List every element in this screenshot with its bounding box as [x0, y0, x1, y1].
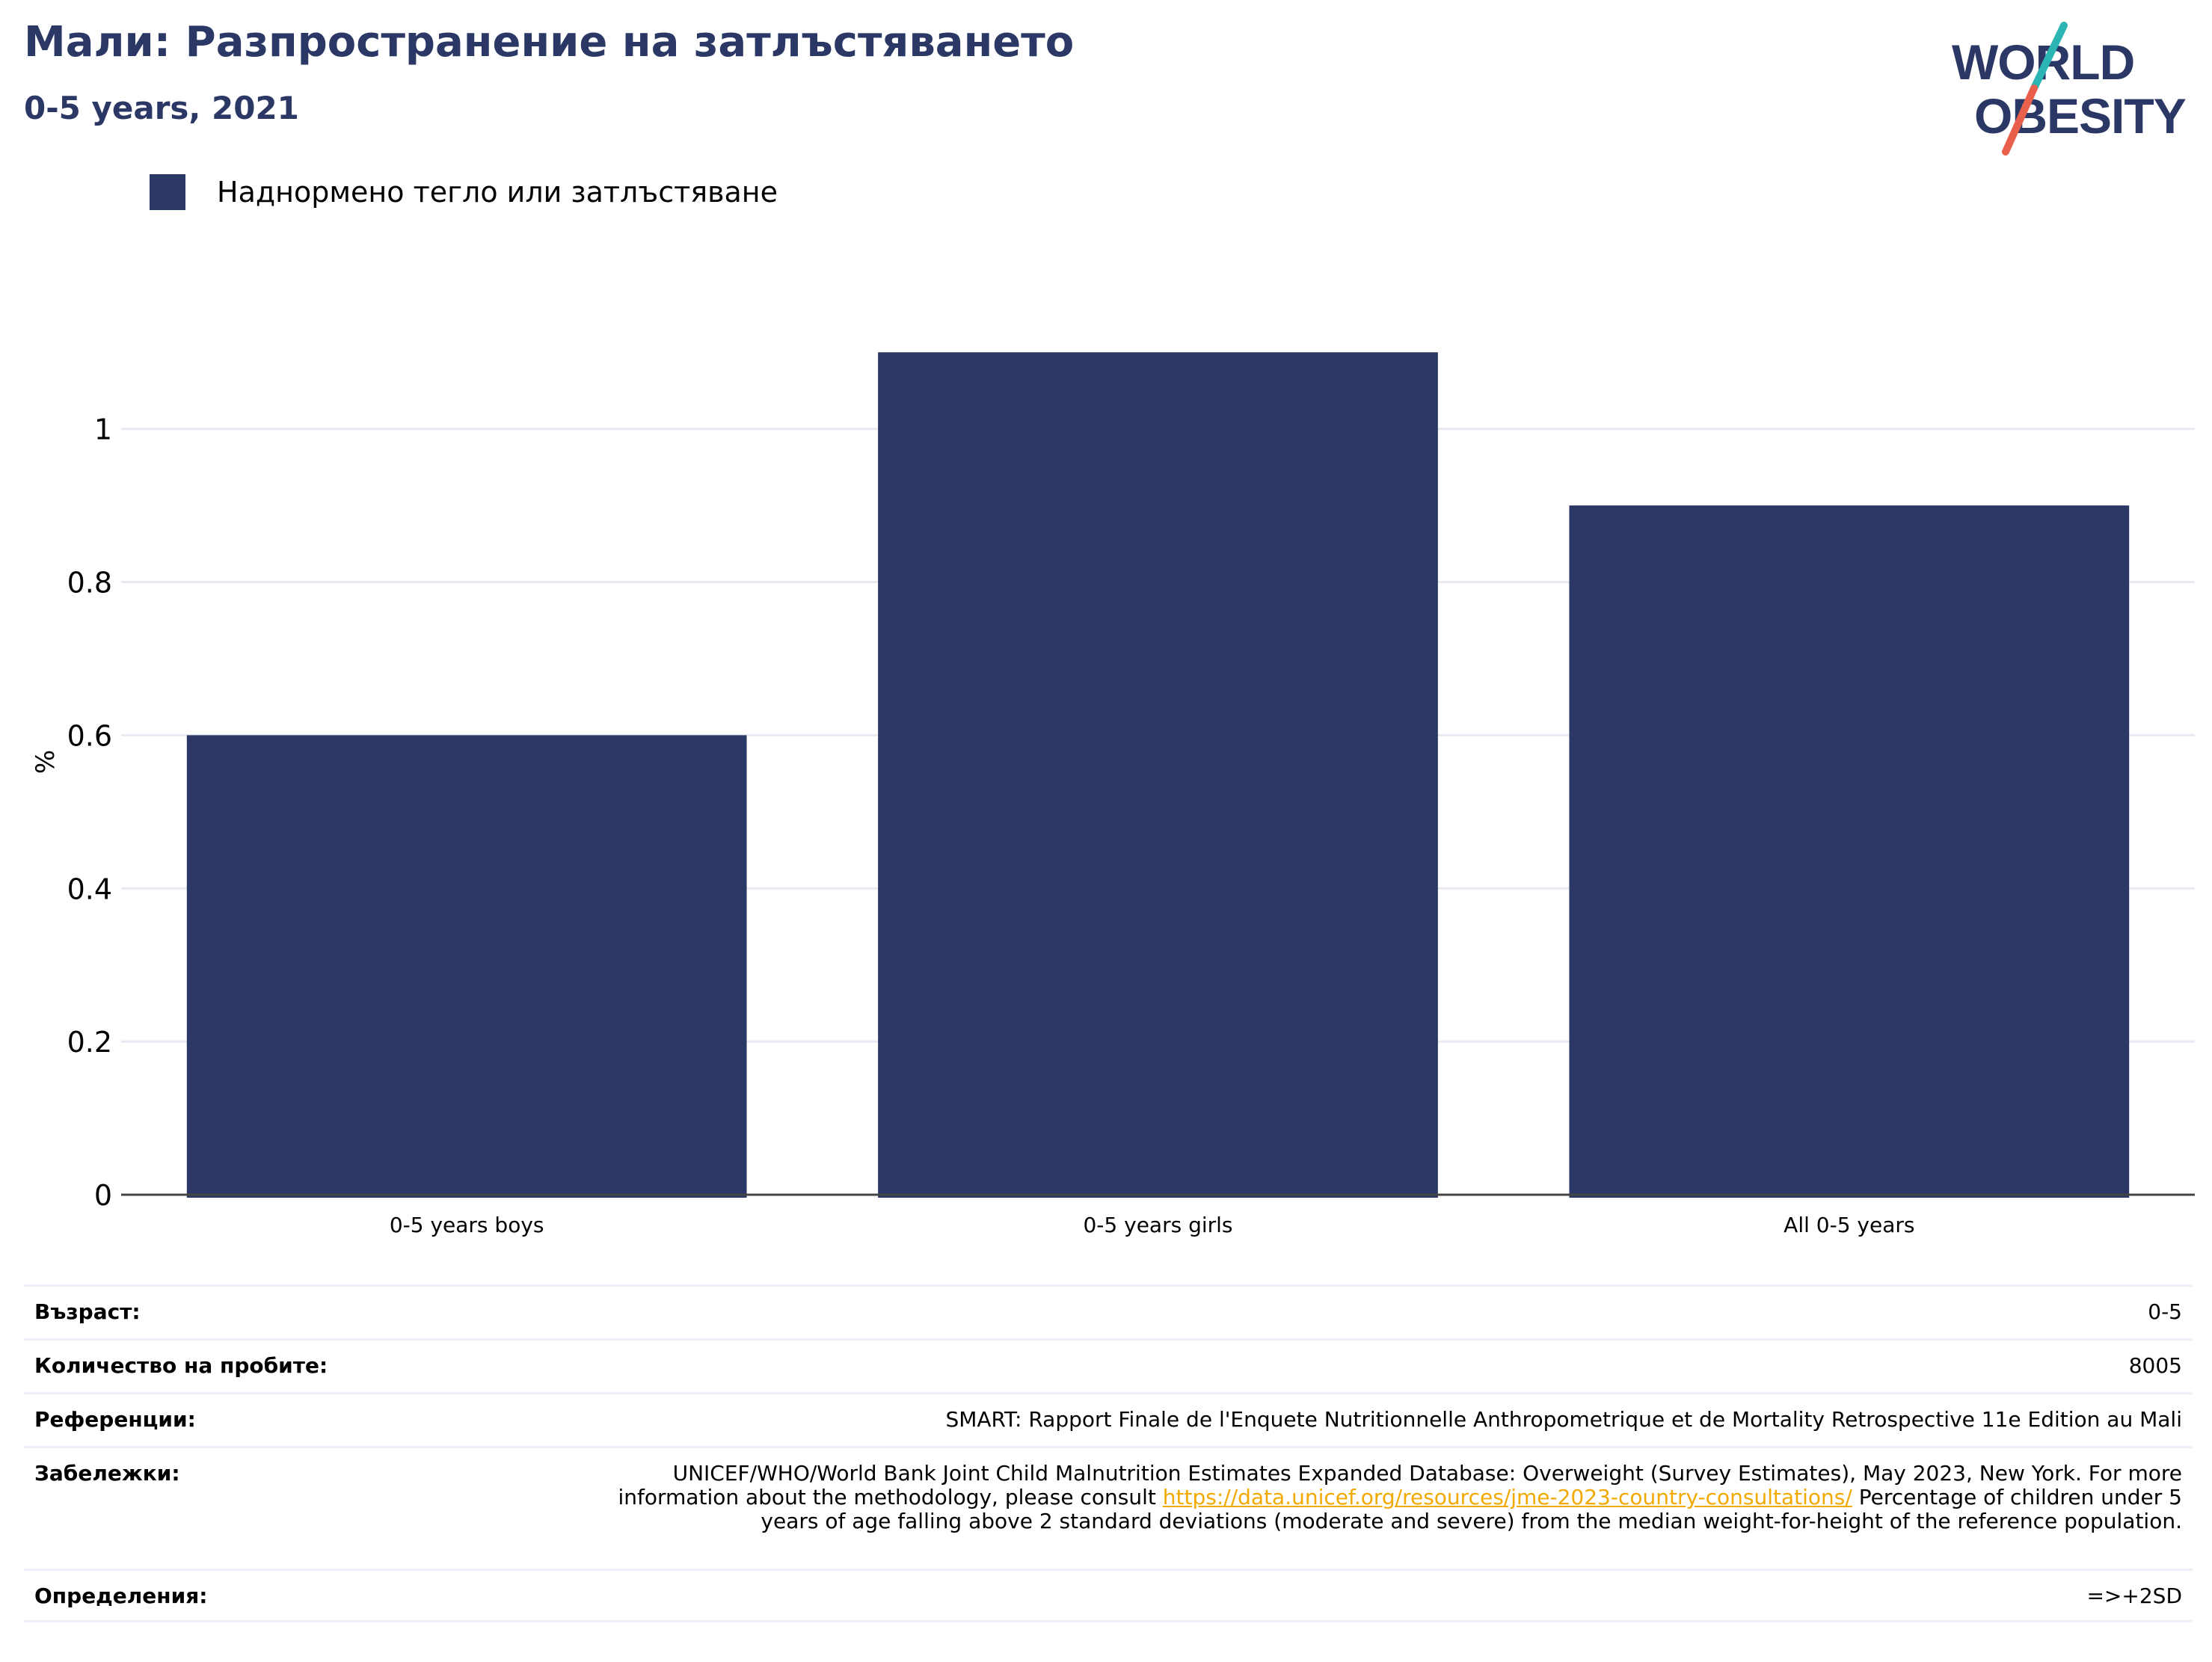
info-row-definitions: Определения: =>+2SD [24, 1569, 2193, 1622]
legend[interactable]: Наднормено тегло или затлъстяване [150, 173, 778, 211]
info-row-age: Възраст: 0-5 [24, 1284, 2193, 1338]
y-tick-label: 0.8 [67, 567, 112, 600]
chart-subtitle: 0-5 years, 2021 [24, 90, 299, 126]
y-tick-label: 0 [94, 1179, 112, 1212]
y-tick-label: 1 [94, 413, 112, 446]
info-value: SMART: Rapport Finale de l'Enquete Nutri… [945, 1407, 2182, 1432]
notes-text-after: Percentage of children under 5 years of … [761, 1485, 2182, 1533]
info-label: Количество на пробите: [34, 1353, 328, 1378]
bars [186, 352, 2130, 1198]
info-row-sample-size: Количество на пробите: 8005 [24, 1338, 2193, 1392]
info-label: Определения: [34, 1583, 208, 1608]
info-table: Възраст: 0-5 Количество на пробите: 8005… [24, 1284, 2193, 1622]
y-tick-label: 0.6 [67, 719, 112, 752]
legend-swatch [150, 174, 185, 210]
y-tick-label: 0.2 [67, 1026, 112, 1059]
chart-title: Мали: Разпространение на затлъстяването [24, 18, 1075, 67]
info-label: Възраст: [34, 1299, 141, 1324]
bar-1[interactable] [186, 735, 747, 1198]
y-tick-label: 0.4 [67, 872, 112, 905]
bar-chart: 0 0.2 0.4 0.6 0.8 1% 0-5 years boys 0-5 years g… [31, 352, 2195, 1237]
info-value: UNICEF/WHO/World Bank Joint Child Malnut… [589, 1461, 2183, 1533]
info-row-references: Референции: SMART: Rapport Finale de l'E… [24, 1392, 2193, 1446]
info-label: Забележки: [34, 1461, 180, 1486]
x-tick-label: 0-5 years boys [390, 1213, 544, 1237]
world-obesity-logo: WORLD OBESITY [1952, 22, 2187, 156]
x-tick-label: All 0-5 years [1784, 1213, 1914, 1237]
legend-label: Наднормено тегло или затлъстяване [217, 176, 778, 209]
info-label: Референции: [34, 1407, 196, 1432]
methodology-link[interactable]: https://data.unicef.org/resources/jme-20… [1162, 1485, 1852, 1509]
axes: 0 0.2 0.4 0.6 0.8 1% 0-5 years boys 0-5 years g… [31, 413, 2195, 1237]
info-value: =>+2SD [2086, 1583, 2182, 1608]
info-value: 0-5 [2148, 1299, 2182, 1324]
bar-2[interactable] [878, 352, 1438, 1198]
bar-3[interactable] [1569, 505, 2130, 1198]
notes-text-before: UNICEF/WHO/World Bank Joint Child Malnut… [618, 1461, 2183, 1509]
x-tick-label: 0-5 years girls [1083, 1213, 1232, 1237]
info-row-notes: Забележки: UNICEF/WHO/World Bank Joint C… [24, 1446, 2193, 1569]
info-value: 8005 [2128, 1353, 2182, 1378]
y-axis-label: % [31, 750, 61, 774]
